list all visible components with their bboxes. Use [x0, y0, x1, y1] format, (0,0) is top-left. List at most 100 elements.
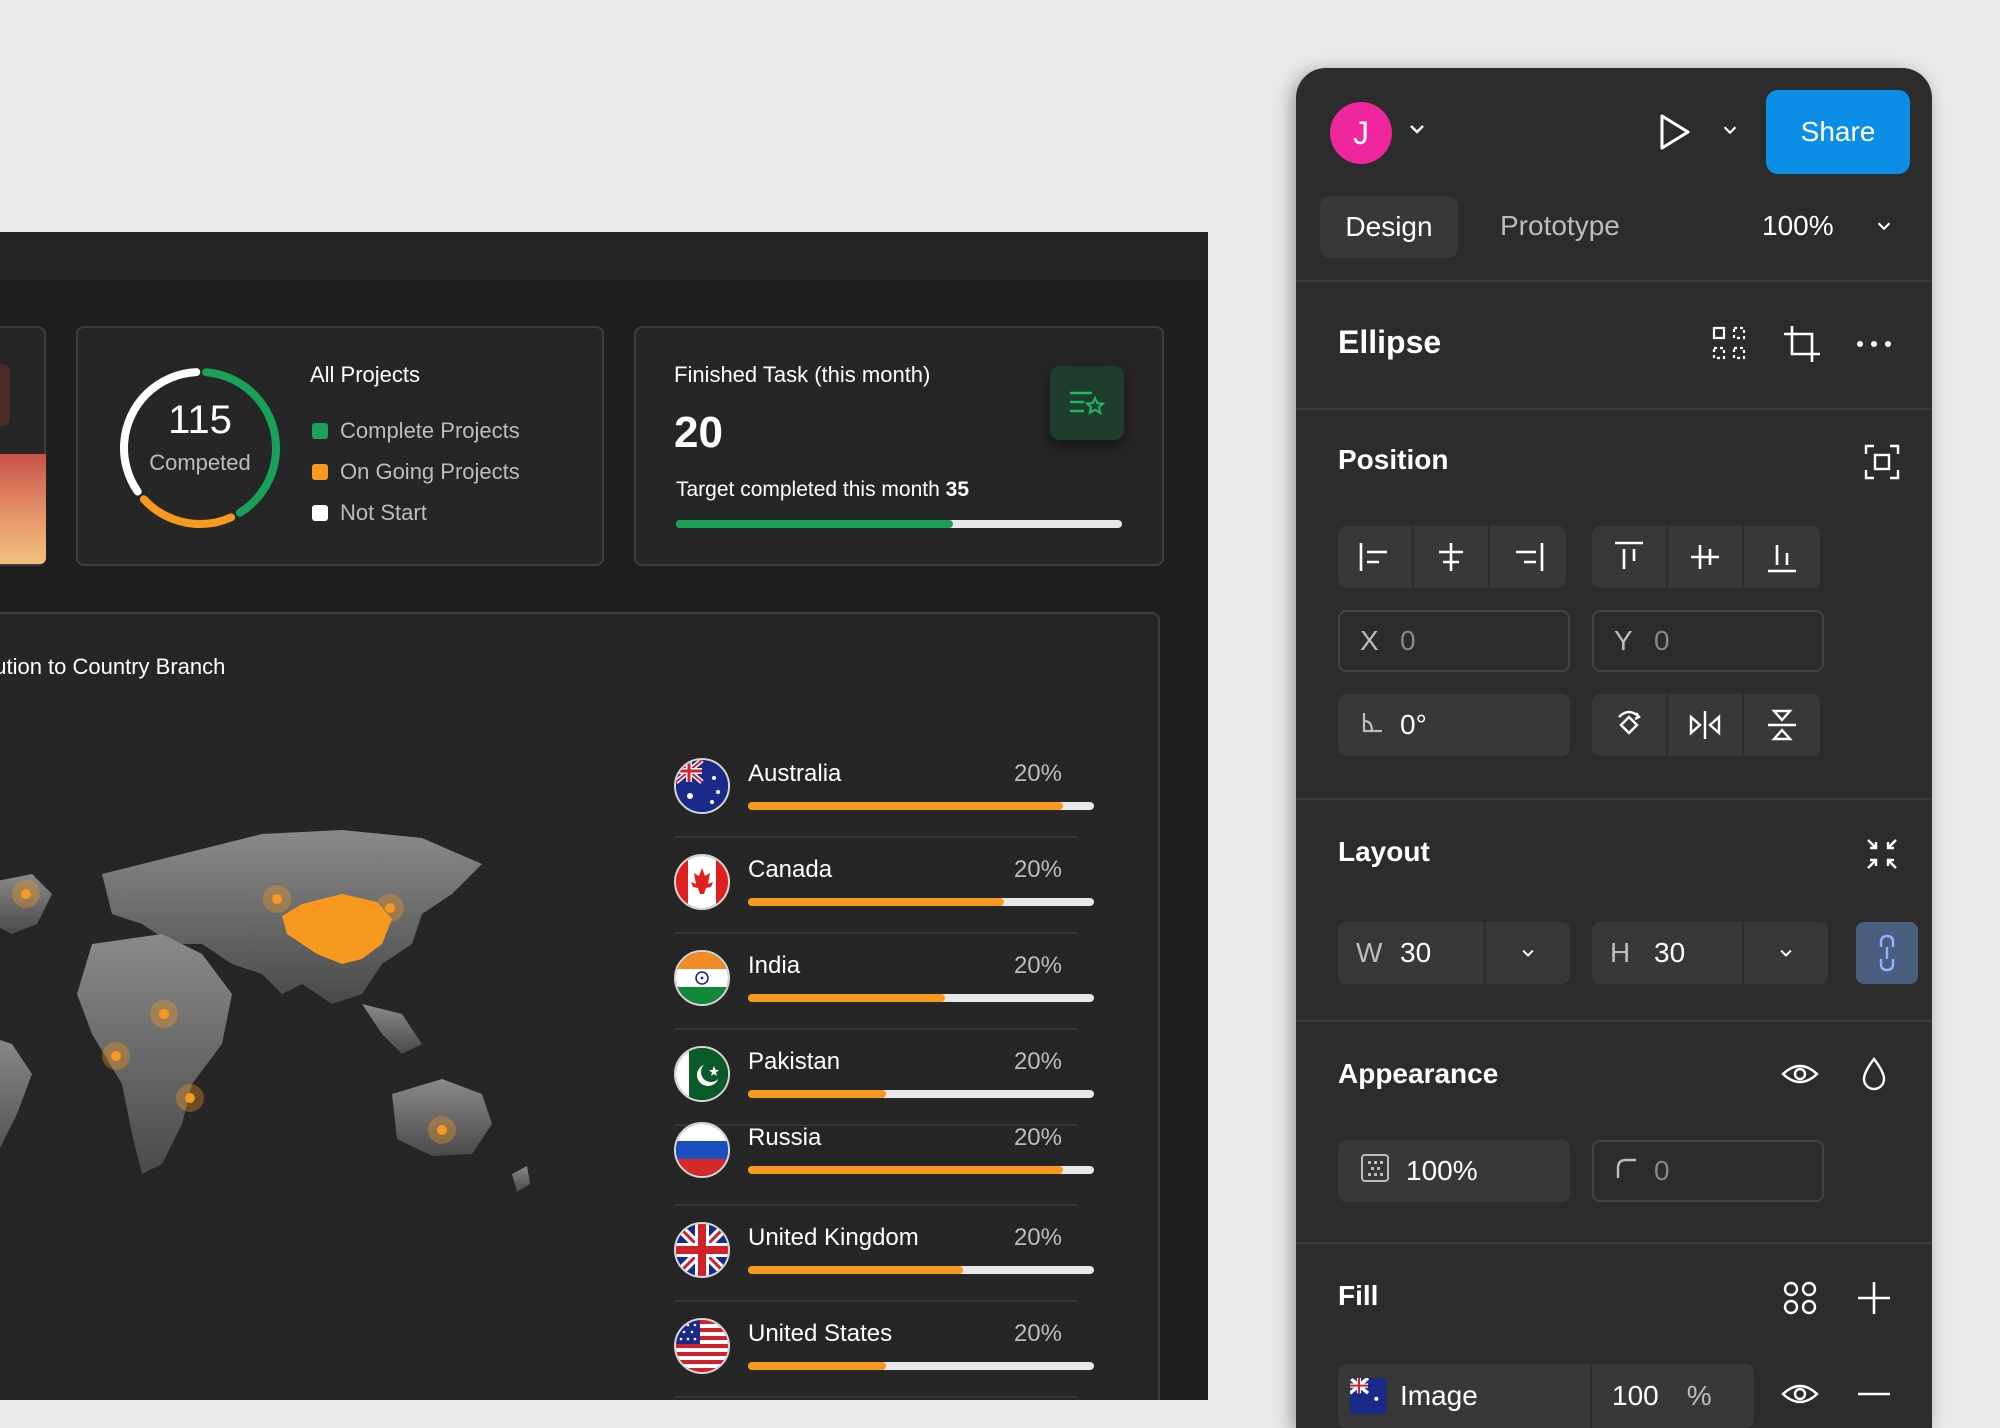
x-position-field[interactable]: X 0: [1338, 610, 1570, 672]
country-percent: 20%: [1013, 760, 1062, 787]
country-row-canada[interactable]: Canada 20%: [674, 838, 1094, 934]
collapse-icon[interactable]: [1862, 834, 1902, 874]
task-progress-fill: [676, 520, 953, 528]
country-progress-fill: [748, 1362, 887, 1370]
play-icon[interactable]: [1652, 110, 1696, 154]
country-percent: 20%: [1013, 1224, 1062, 1251]
chevron-down-icon[interactable]: [1742, 922, 1828, 984]
flip-vertical-icon[interactable]: [1744, 694, 1820, 756]
country-name: United States: [748, 1320, 893, 1347]
chevron-down-icon[interactable]: [1874, 216, 1894, 242]
x-label: X: [1360, 625, 1379, 656]
avatar[interactable]: J: [1330, 102, 1392, 164]
fill-opacity[interactable]: 100%: [1590, 1364, 1712, 1428]
country-row-australia[interactable]: Australia 20%: [674, 742, 1094, 838]
country-name: Canada: [748, 856, 833, 883]
country-progress-bar: [748, 1090, 1094, 1098]
tab-prototype[interactable]: Prototype: [1500, 210, 1620, 241]
align-right-icon[interactable]: [1490, 526, 1566, 588]
y-position-field[interactable]: Y 0: [1592, 610, 1824, 672]
tab-design[interactable]: Design: [1320, 196, 1458, 258]
au-flag-icon: [674, 758, 730, 814]
country-progress-bar: [748, 1266, 1094, 1274]
w-label: W: [1356, 937, 1383, 968]
add-icon[interactable]: [1854, 1278, 1894, 1318]
dashboard-window: 115 Competed All Projects Complete Proje…: [0, 232, 1208, 1400]
align-left-icon[interactable]: [1338, 526, 1414, 588]
country-progress-bar: [748, 802, 1094, 810]
world-map: [0, 830, 530, 1192]
country-row-united-states[interactable]: United States 20%: [674, 1302, 1094, 1398]
corner-radius-field[interactable]: 0: [1592, 1140, 1824, 1202]
country-name: India: [748, 952, 801, 979]
dashboard-topbar: [0, 232, 1208, 280]
task-progress-bar: [676, 520, 1122, 528]
align-middle-icon[interactable]: [1668, 526, 1744, 588]
opacity-field[interactable]: 100%: [1338, 1140, 1570, 1202]
all-projects-title: All Projects: [310, 362, 421, 387]
country-row-india[interactable]: India 20%: [674, 934, 1094, 1030]
drop-icon[interactable]: [1854, 1054, 1894, 1094]
flip-horizontal-icon[interactable]: [1668, 694, 1744, 756]
constrain-proportions-icon[interactable]: [1856, 922, 1918, 984]
country-progress-fill: [748, 1090, 887, 1098]
align-bottom-icon[interactable]: [1744, 526, 1820, 588]
styles-icon[interactable]: [1780, 1278, 1820, 1318]
share-button[interactable]: Share: [1766, 90, 1910, 174]
eye-icon[interactable]: [1780, 1054, 1820, 1094]
width-field[interactable]: W 30: [1338, 922, 1570, 984]
rotate-icon[interactable]: [1592, 694, 1668, 756]
country-progress-fill: [748, 1266, 963, 1274]
donut-segment-ongoing: [120, 368, 280, 528]
divider: [1296, 1242, 1932, 1244]
in-flag-icon: [674, 950, 730, 1006]
corner-radius-value: 0: [1654, 1155, 1670, 1186]
task-list-star-icon[interactable]: [1050, 366, 1124, 440]
legend-swatch-not-start: [312, 504, 328, 521]
fill-type: Image: [1400, 1380, 1478, 1411]
ru-flag-icon: [674, 1122, 730, 1178]
more-icon[interactable]: [1854, 324, 1894, 364]
legend-label: Not Start: [340, 499, 427, 525]
us-flag-icon: [674, 1318, 730, 1374]
country-name: Russia: [748, 1124, 822, 1151]
chevron-down-icon[interactable]: [1720, 120, 1740, 146]
chevron-down-icon[interactable]: [1484, 922, 1570, 984]
position-title: Position: [1338, 444, 1449, 475]
align-top-icon[interactable]: [1592, 526, 1668, 588]
align-center-horizontal-icon[interactable]: [1414, 526, 1490, 588]
country-name: United Kingdom: [748, 1224, 919, 1251]
gb-flag-icon: [674, 1222, 730, 1278]
legend-swatch-complete: [312, 422, 328, 439]
au-flag-icon: [1350, 1378, 1386, 1414]
divider: [1296, 1020, 1932, 1022]
vertical-align-group: [1592, 526, 1820, 588]
eye-icon[interactable]: [1780, 1374, 1820, 1414]
country-row-pakistan[interactable]: Pakistan 20%: [674, 1030, 1094, 1126]
layer-name: Ellipse: [1338, 324, 1442, 360]
country-row-united-kingdom[interactable]: United Kingdom 20%: [674, 1206, 1094, 1302]
transform-group: [1592, 694, 1820, 756]
component-icon[interactable]: [1710, 324, 1750, 364]
crop-icon[interactable]: [1782, 324, 1822, 364]
target-label: Target completed this month: [676, 478, 946, 501]
divider: [1296, 280, 1932, 282]
legend-label: On Going Projects: [340, 458, 520, 484]
height-field[interactable]: H 30: [1592, 922, 1828, 984]
remove-icon[interactable]: [1854, 1374, 1894, 1414]
task-list-star-glyph: [1069, 391, 1105, 415]
fill-opacity-unit: %: [1686, 1380, 1712, 1411]
row-divider: [674, 1204, 1078, 1206]
map-card-title: bution to Country Branch: [0, 654, 226, 679]
fill-layer-row[interactable]: Image 100%: [1338, 1364, 1754, 1428]
partial-card-gradient: [0, 454, 46, 564]
country-branch-card: bution to Country Branch: [0, 612, 1160, 1400]
frame-selection-icon[interactable]: [1862, 442, 1902, 482]
zoom-level[interactable]: 100%: [1762, 210, 1834, 241]
chevron-down-icon[interactable]: [1406, 118, 1428, 146]
country-percent: 20%: [1013, 856, 1062, 883]
horizontal-align-group: [1338, 526, 1566, 588]
country-row-russia[interactable]: Russia 20%: [674, 1106, 1094, 1186]
rotation-field[interactable]: 0°: [1338, 694, 1570, 756]
w-value: 30: [1400, 937, 1432, 968]
